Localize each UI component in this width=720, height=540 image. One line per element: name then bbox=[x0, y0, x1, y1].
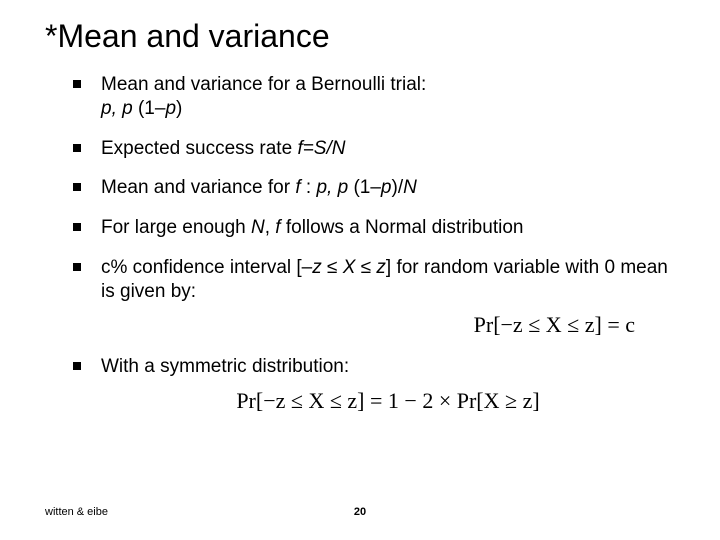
bullet-item-2: Expected success rate f=S/N bbox=[73, 137, 675, 161]
bullet-4-pre: For large enough bbox=[101, 217, 251, 238]
bullet-list: Mean and variance for a Bernoulli trial:… bbox=[45, 73, 675, 414]
bullet-item-5: c% confidence interval [–z ≤ X ≤ z] for … bbox=[73, 256, 675, 339]
bullet-3-paren: (1– bbox=[353, 177, 380, 198]
bullet-1-var-p2: p bbox=[165, 98, 176, 119]
bullet-3-close: )/ bbox=[392, 177, 404, 198]
bullet-4-mid: , bbox=[265, 217, 276, 238]
bullet-2-text: Expected success rate bbox=[101, 138, 297, 159]
formula-2: Pr[−z ≤ X ≤ z] = 1 − 2 × Pr[X ≥ z] bbox=[101, 387, 675, 415]
bullet-1-close: ) bbox=[176, 98, 182, 119]
bullet-3-text: Mean and variance for bbox=[101, 177, 295, 198]
bullet-3-var-f: f bbox=[295, 177, 306, 198]
bullet-item-1: Mean and variance for a Bernoulli trial:… bbox=[73, 73, 675, 121]
bullet-5-z1: z bbox=[312, 257, 327, 278]
bullet-1-text: Mean and variance for a Bernoulli trial: bbox=[101, 74, 426, 95]
bullet-6-text: With a symmetric distribution: bbox=[101, 356, 349, 377]
bullet-4-var-N: N bbox=[251, 217, 265, 238]
bullet-1-var-p: p, p bbox=[101, 98, 138, 119]
bullet-4-post: follows a Normal distribution bbox=[286, 217, 524, 238]
bullet-4-var-f: f bbox=[275, 217, 286, 238]
bullet-5-le1: ≤ bbox=[327, 257, 343, 278]
formula-1: Pr[−z ≤ X ≤ z] = c bbox=[101, 311, 675, 339]
bullet-item-4: For large enough N, f follows a Normal d… bbox=[73, 216, 675, 240]
footer-author: witten & eibe bbox=[45, 506, 108, 518]
bullet-1-paren: (1– bbox=[138, 98, 165, 119]
slide-title: *Mean and variance bbox=[45, 18, 675, 55]
bullet-3-var-N: N bbox=[403, 177, 417, 198]
bullet-3-var-p2: p bbox=[381, 177, 392, 198]
bullet-item-3: Mean and variance for f : p, p (1–p)/N bbox=[73, 176, 675, 200]
bullet-5-pre: c% confidence interval [– bbox=[101, 257, 312, 278]
slide: *Mean and variance Mean and variance for… bbox=[0, 0, 720, 414]
page-number: 20 bbox=[354, 506, 366, 518]
bullet-2-var-f: f=S/N bbox=[297, 138, 345, 159]
bullet-item-6: With a symmetric distribution: Pr[−z ≤ X… bbox=[73, 355, 675, 414]
bullet-5-z2: z bbox=[376, 257, 386, 278]
bullet-5-X: X bbox=[343, 257, 361, 278]
bullet-3-var-p: p, p bbox=[316, 177, 353, 198]
bullet-5-le2: ≤ bbox=[361, 257, 377, 278]
bullet-3-colon: : bbox=[306, 177, 317, 198]
